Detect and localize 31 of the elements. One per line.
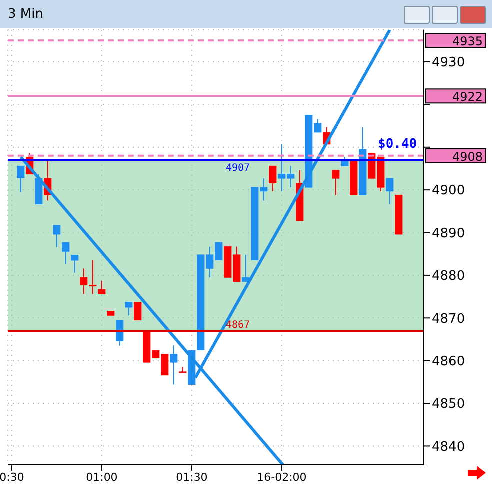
candlestick <box>62 242 70 264</box>
y-tick-label: 4890 <box>432 226 466 242</box>
ref-line-label: 4935 <box>452 34 483 49</box>
candlestick <box>71 254 79 274</box>
candlestick <box>98 280 106 295</box>
x-tick-label: 01:30 <box>176 470 208 484</box>
candlestick <box>170 344 178 386</box>
chart-title: 3 Min <box>8 6 44 22</box>
candlestick <box>17 166 25 193</box>
annotation: $0.40 <box>378 137 418 152</box>
y-tick-label: 4870 <box>432 312 466 327</box>
candlestick <box>134 302 142 321</box>
ref-line-label: 4907 <box>226 163 250 174</box>
candlestick <box>386 178 394 205</box>
x-tick-label: 0:30 <box>0 470 24 484</box>
ref-line-label: 4867 <box>226 320 250 331</box>
x-tick-label: 01:00 <box>86 470 118 484</box>
candlestick <box>125 302 133 316</box>
y-tick-label: 4840 <box>432 440 466 455</box>
candlestick <box>179 366 187 374</box>
y-tick-label: 4860 <box>432 354 466 370</box>
y-tick-label: 4880 <box>432 269 466 284</box>
candlestick <box>269 166 277 192</box>
candlestick <box>53 225 61 248</box>
ref-line-label: 4922 <box>452 90 483 104</box>
y-tick-label: 4930 <box>432 56 466 71</box>
y-tick-label: 4850 <box>432 397 466 412</box>
candlestick <box>332 170 340 196</box>
y-tick-label: 4900 <box>432 184 466 199</box>
x-tick-label: 16-02:00 <box>257 470 307 484</box>
ref-line-label: 4908 <box>452 150 483 164</box>
